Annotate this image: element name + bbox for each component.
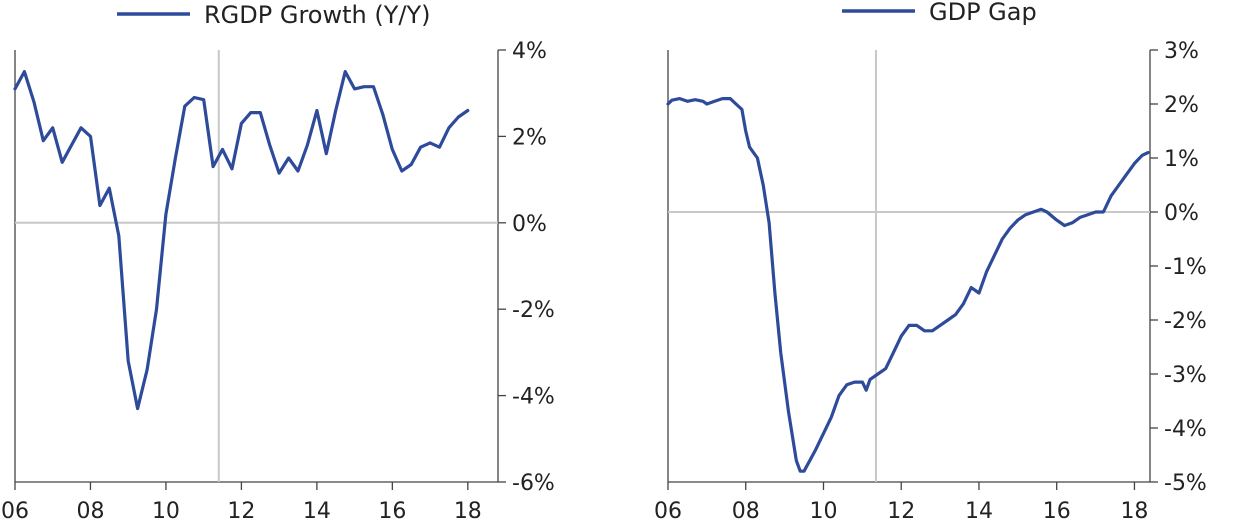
chart-0-x-tick-label: 12 [227, 499, 255, 524]
chart-1-y-tick-label: -3% [1164, 363, 1207, 388]
chart-1-x-tick-label: 10 [809, 499, 837, 524]
chart-0-y-tick-label: 2% [512, 125, 547, 150]
chart-1-y-tick-label: 2% [1164, 93, 1199, 118]
chart-0-y-tick-label: -2% [512, 298, 555, 323]
chart-1-y-tick-label: -2% [1164, 309, 1207, 334]
chart-0-x-tick-label: 10 [152, 499, 180, 524]
chart-1-x-tick-label: 18 [1120, 499, 1148, 524]
chart-1-x-tick-label: 06 [654, 499, 682, 524]
chart-0-y-tick-label: 4% [512, 39, 547, 64]
chart-0-x-tick-label: 06 [1, 499, 29, 524]
chart-1-x-tick-label: 08 [732, 499, 760, 524]
chart-1-x-tick-label: 16 [1043, 499, 1071, 524]
chart-1-x-tick-label: 12 [887, 499, 915, 524]
chart-0-y-tick-label: -4% [512, 385, 555, 410]
chart-0-x-tick-label: 08 [76, 499, 104, 524]
gdp-gap-chart: 3% 2% 1% 0% -1% -2% -3% -4% -5% 06 08 10 12 14 16 18 GDP… [654, 0, 1207, 524]
chart-0-legend-label: RGDP Growth (Y/Y) [204, 1, 431, 29]
chart-0-x-tick-label: 16 [378, 499, 406, 524]
chart-0-series-line [13, 70, 470, 411]
chart-1-legend-label: GDP Gap [929, 0, 1037, 26]
chart-0-y-tick-label: 0% [512, 212, 547, 237]
chart-1-series-line [666, 97, 1150, 473]
chart-1-y-tick-label: 1% [1164, 147, 1199, 172]
chart-0-x-tick-label: 14 [303, 499, 331, 524]
chart-1-x-tick-label: 14 [965, 499, 993, 524]
rgdp-growth-chart: 4% 2% 0% -2% -4% -6% 06 08 10 12 14 16 18 RGDP Growth… [1, 1, 555, 524]
chart-1-y-tick-label: 0% [1164, 201, 1199, 226]
chart-1-y-tick-label: -4% [1164, 417, 1207, 442]
chart-1-y-tick-label: -5% [1164, 471, 1207, 496]
chart-0-x-tick-label: 18 [454, 499, 482, 524]
chart-0-y-tick-label: -6% [512, 471, 555, 496]
chart-1-y-tick-label: 3% [1164, 39, 1199, 64]
chart-1-y-tick-label: -1% [1164, 255, 1207, 280]
